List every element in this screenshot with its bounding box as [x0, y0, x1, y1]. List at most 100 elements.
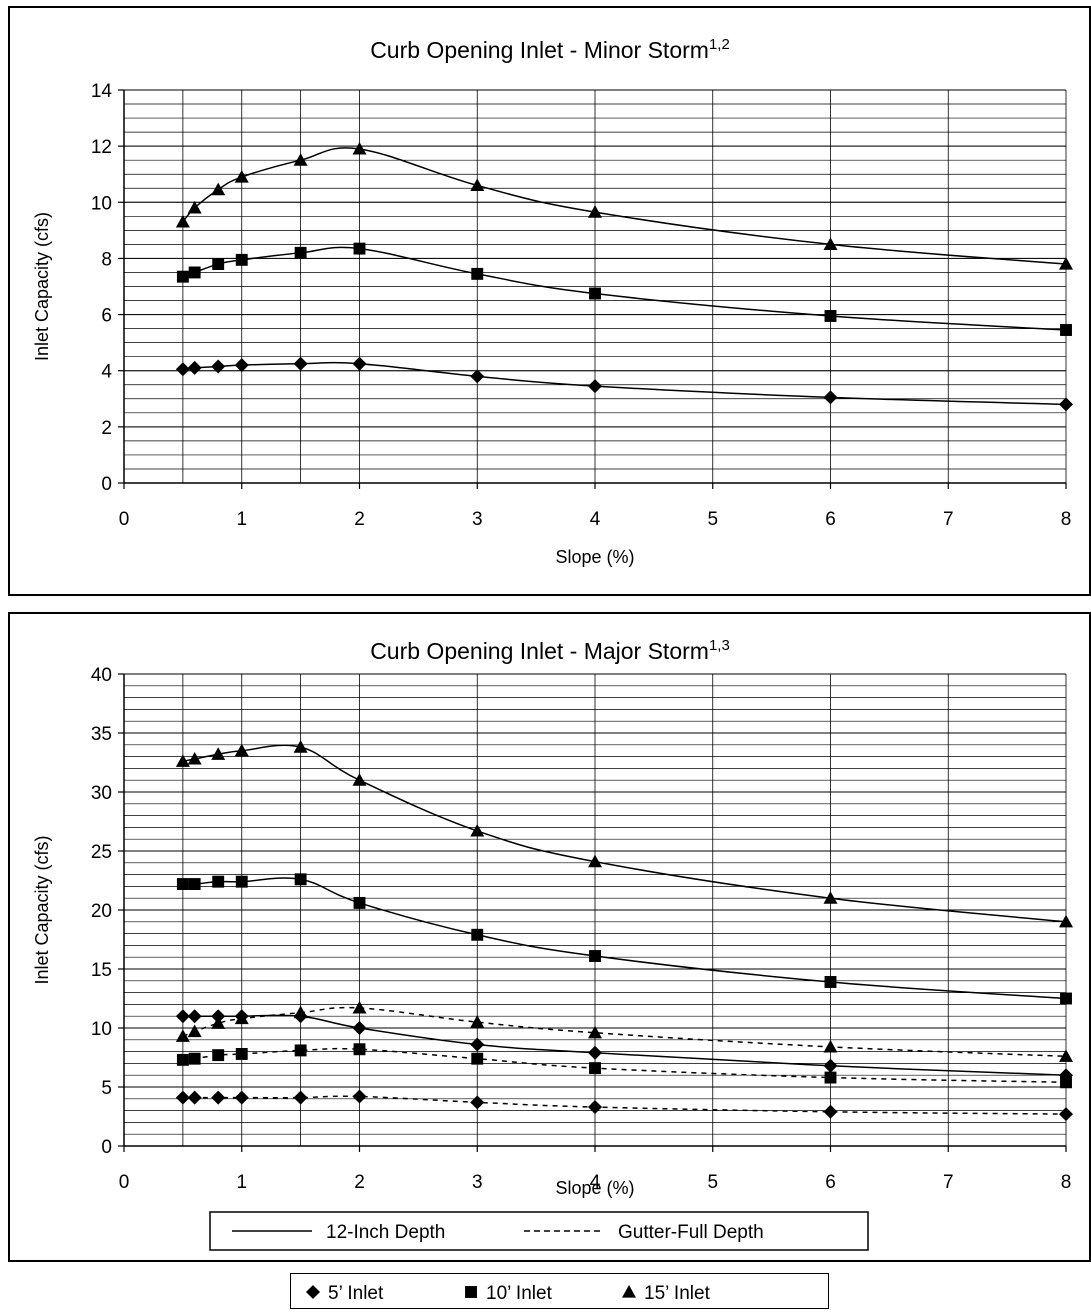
data-point-diamond [823, 1058, 838, 1073]
x-tick-label: 0 [119, 509, 130, 530]
major-storm-chart-panel: Curb Opening Inlet - Major Storm1,3 0 5 10 1… [8, 612, 1091, 1262]
data-point-diamond [470, 1095, 485, 1110]
data-point-square [1060, 992, 1072, 1005]
data-point-square [294, 246, 307, 259]
series-group [175, 141, 1073, 412]
data-point-diamond [211, 1009, 226, 1024]
chart-title: Curb Opening Inlet - Minor Storm1,2 [370, 36, 730, 63]
y-tick-label: 14 [91, 81, 113, 102]
data-point-triangle [187, 200, 202, 214]
data-point-square [824, 1071, 837, 1084]
y-tick-labels: 0 2 4 6 8 10 12 14 [91, 81, 124, 495]
data-point-square [212, 258, 225, 270]
data-point-diamond [234, 358, 249, 373]
data-point-triangle [823, 891, 838, 904]
x-tick-label: 3 [472, 509, 483, 530]
data-point-diamond [175, 362, 190, 377]
data-point-triangle [234, 1011, 249, 1025]
data-point-square [176, 1053, 189, 1066]
chart-title-superscript: 1,3 [709, 637, 730, 654]
data-point-triangle [293, 153, 308, 166]
data-point-diamond [588, 1100, 602, 1115]
data-point-square [188, 266, 201, 279]
legend-marker-diamond [306, 1285, 320, 1299]
data-point-diamond [175, 1009, 190, 1024]
y-tick-label: 35 [91, 724, 112, 745]
data-point-triangle [234, 170, 249, 183]
x-tick-label: 7 [943, 1172, 954, 1193]
x-tick-label: 4 [590, 1172, 601, 1193]
marker-legend-label: 10’ Inlet [486, 1283, 553, 1304]
marker-legend-label: 15’ Inlet [644, 1283, 711, 1304]
data-point-square [212, 875, 225, 888]
data-point-triangle [211, 182, 226, 196]
y-tick-label: 30 [91, 783, 112, 804]
y-tick-label: 25 [91, 842, 112, 863]
data-point-diamond [470, 1037, 485, 1052]
data-point-square [235, 875, 248, 888]
data-point-diamond [293, 1090, 308, 1105]
x-tick-label: 5 [707, 1172, 718, 1193]
data-point-diamond [470, 369, 485, 384]
y-tick-label: 6 [101, 306, 112, 327]
legend-entry-label: 12-Inch Depth [326, 1222, 445, 1243]
series-group [175, 740, 1073, 1122]
data-point-diamond [175, 1090, 190, 1105]
data-point-triangle [234, 743, 249, 757]
data-point-triangle [588, 854, 602, 868]
y-tick-label: 8 [101, 249, 112, 270]
data-point-square [294, 873, 307, 886]
data-point-square [188, 1052, 201, 1065]
x-tick-label: 4 [590, 509, 601, 530]
minor-storm-chart-panel: Curb Opening Inlet - Minor Storm1,2 0 2 4 6 8… [8, 6, 1091, 596]
x-tick-label: 2 [354, 509, 365, 530]
y-tick-label: 40 [91, 665, 112, 686]
y-tick-labels: 0 5 10 15 20 25 30 35 40 [91, 665, 124, 1158]
data-point-diamond [352, 1089, 367, 1104]
data-point-square [176, 878, 189, 890]
data-point-triangle [470, 1015, 485, 1028]
series-line-square-solid [182, 246, 1067, 331]
series-line-triangle-solid [182, 744, 1067, 923]
data-point-square [589, 950, 601, 962]
data-point-triangle [588, 1025, 602, 1039]
marker-legend: 5’ Inlet 10’ Inlet 15’ Inlet [290, 1273, 829, 1309]
x-tick-label: 6 [825, 1172, 836, 1193]
x-tick-labels: 0 1 2 3 4 5 6 7 8 [119, 1146, 1071, 1193]
x-tick-label: 8 [1061, 509, 1072, 530]
x-tick-label: 2 [354, 1172, 365, 1193]
data-point-square [589, 1062, 601, 1075]
x-tick-label: 3 [472, 1172, 483, 1193]
major-storm-chart: Curb Opening Inlet - Major Storm1,305101… [32, 637, 1073, 1251]
x-tick-label: 7 [943, 509, 954, 530]
data-point-triangle [211, 747, 226, 760]
series-line-diamond-solid [182, 1014, 1067, 1076]
data-point-square [294, 1044, 307, 1057]
data-point-square [589, 287, 601, 300]
data-point-diamond [293, 356, 308, 371]
y-tick-label: 20 [91, 901, 112, 922]
data-point-diamond [588, 1045, 602, 1060]
data-point-diamond [211, 1090, 226, 1105]
y-tick-label: 15 [91, 960, 112, 981]
data-point-square [353, 896, 366, 909]
data-point-triangle [175, 214, 190, 228]
data-point-square [353, 1043, 366, 1056]
x-tick-labels: 0 1 2 3 4 5 6 7 8 [119, 483, 1072, 530]
data-point-square [471, 928, 484, 941]
data-point-square [1060, 1076, 1072, 1089]
series-line-square-solid [182, 877, 1067, 1000]
data-point-square [188, 878, 201, 890]
marker-legend-svg: 5’ Inlet 10’ Inlet 15’ Inlet [306, 1283, 711, 1304]
y-tick-label: 2 [101, 418, 112, 439]
y-tick-label: 10 [91, 1019, 112, 1040]
data-point-diamond [234, 1090, 249, 1105]
x-axis-label: Slope (%) [555, 1178, 634, 1198]
y-tick-label: 0 [101, 1137, 112, 1158]
series-line-diamond-solid [182, 361, 1067, 406]
y-tick-label: 12 [91, 137, 112, 158]
data-point-triangle [352, 1000, 367, 1014]
data-point-triangle [1059, 257, 1073, 270]
data-point-triangle [352, 141, 367, 155]
data-point-square [235, 253, 248, 266]
